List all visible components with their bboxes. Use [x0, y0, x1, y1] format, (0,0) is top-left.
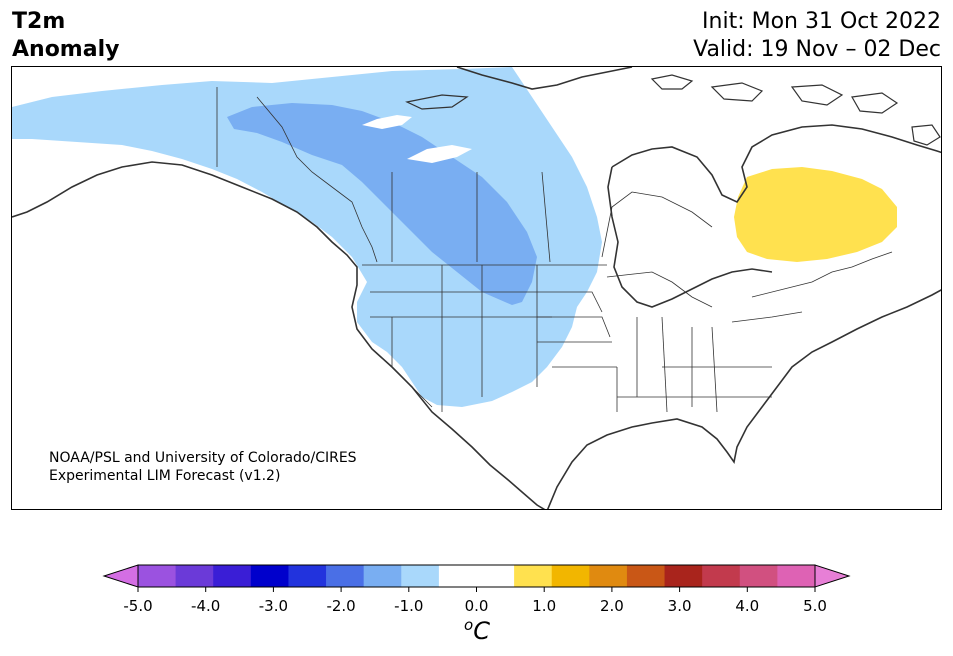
colorbar-cell [138, 565, 177, 587]
great-slave-lake [362, 115, 412, 129]
map-svg [12, 67, 941, 509]
colorbar-tick-label: -1.0 [394, 597, 424, 615]
political-borders [216, 87, 893, 413]
colorbar-tick-label: 4.0 [735, 597, 760, 615]
anomaly-medium-blue [227, 103, 537, 305]
colorbar-cell [288, 565, 327, 587]
colorbar-cell [326, 565, 365, 587]
island-outlines [405, 74, 941, 146]
colorbar-tick-label: 1.0 [532, 597, 557, 615]
credit-line-2: Experimental LIM Forecast (v1.2) [49, 468, 281, 484]
colorbar-cell [777, 565, 816, 587]
colorbar-tick-label: -2.0 [326, 597, 356, 615]
colorbar-right-extension [814, 564, 851, 588]
colorbar [102, 564, 851, 592]
colorbar-left-extension [102, 564, 139, 588]
unit-base: C [473, 617, 490, 645]
colorbar-cell [739, 565, 778, 587]
forecast-dates: Init: Mon 31 Oct 2022 Valid: 19 Nov – 02… [693, 8, 941, 64]
colorbar-tick-label: 0.0 [464, 597, 489, 615]
colorbar-cell [175, 565, 214, 587]
chart-title: T2m Anomaly [12, 8, 119, 64]
colorbar-cell [551, 565, 590, 587]
title-line-1: T2m [12, 9, 66, 34]
colorbar-cell [476, 565, 515, 587]
unit-label: oC [464, 616, 490, 645]
colorbar-tick-label: -4.0 [191, 597, 221, 615]
colorbar-tick-label: 2.0 [599, 597, 624, 615]
colorbar-cell [213, 565, 252, 587]
colorbar-tick-label: -3.0 [258, 597, 289, 615]
colorbar-cell [401, 565, 440, 587]
colorbar-cell [438, 565, 477, 587]
colorbar-tick-label: 3.0 [667, 597, 692, 615]
coastlines [12, 67, 941, 509]
title-line-2: Anomaly [12, 37, 120, 62]
colorbar-tick-label: 5.0 [803, 597, 827, 615]
great-bear-lake-shape [407, 145, 472, 163]
valid-date: Valid: 19 Nov – 02 Dec [693, 37, 941, 62]
colorbar-cell [589, 565, 628, 587]
unit-superscript: o [464, 616, 474, 634]
map-panel: NOAA/PSL and University of Colorado/CIRE… [11, 66, 942, 510]
colorbar-cell [664, 565, 703, 587]
credit-line-1: NOAA/PSL and University of Colorado/CIRE… [49, 450, 357, 466]
colorbar-cell [514, 565, 553, 587]
credit-text: NOAA/PSL and University of Colorado/CIRE… [49, 449, 357, 485]
colorbar-tick-label: -5.0 [123, 597, 153, 615]
colorbar-cell [363, 565, 402, 587]
init-date: Init: Mon 31 Oct 2022 [702, 9, 941, 34]
colorbar-cell [626, 565, 666, 587]
colorbar-cell [702, 565, 741, 587]
colorbar-cell [250, 565, 289, 587]
anomaly-yellow [734, 167, 897, 262]
